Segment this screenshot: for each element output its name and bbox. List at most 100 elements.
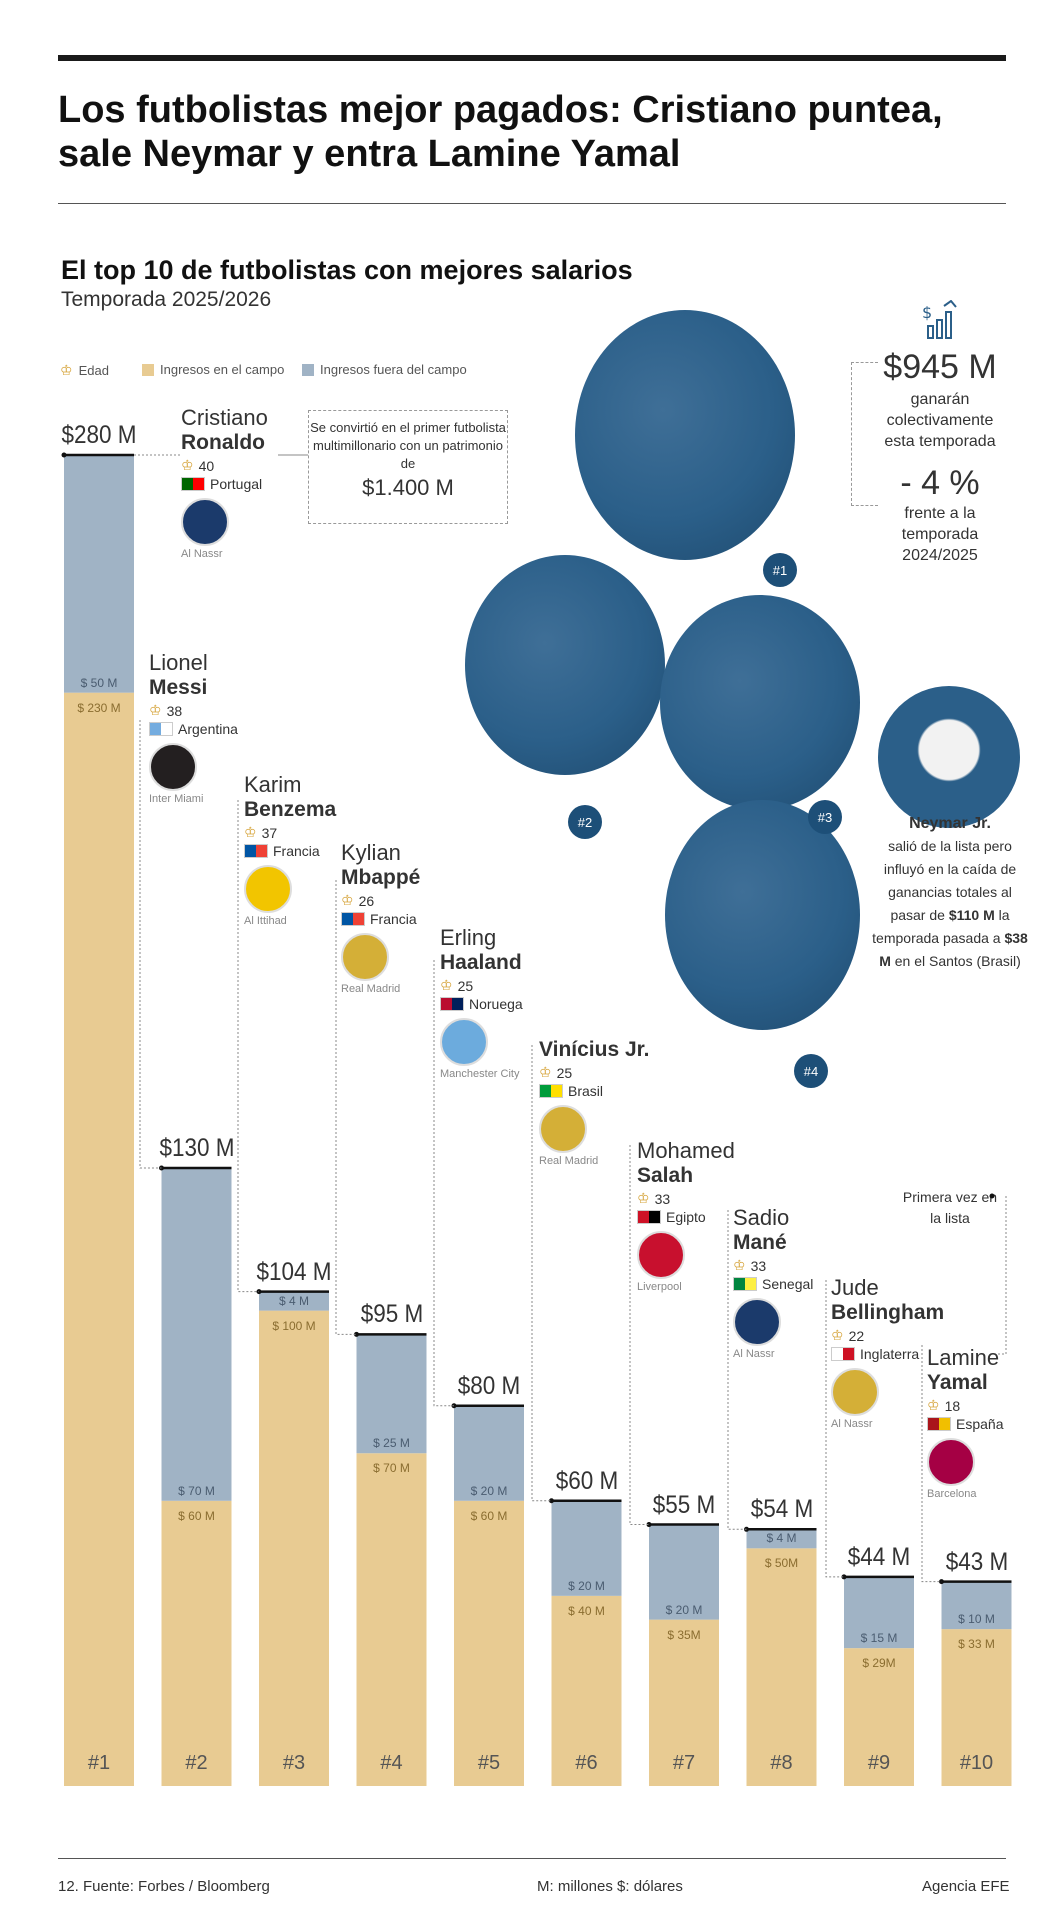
- player-card-7: Mohamed Salah ♔ 33 Egipto Liverpool: [637, 1138, 735, 1293]
- legend-age: ♔ Edad: [60, 362, 109, 378]
- neymar-name: Neymar Jr.: [909, 815, 991, 832]
- bar-on-label-7: $ 35M: [667, 1627, 701, 1642]
- bar-rank-label-1: #1: [87, 1752, 111, 1774]
- bar-on-field-9: [844, 1648, 914, 1786]
- bar-rank-label-5: #5: [477, 1752, 501, 1774]
- bar-off-label-2: $ 70 M: [178, 1483, 215, 1498]
- player-club-name: Real Madrid: [539, 1155, 599, 1167]
- flag-icon: [440, 997, 464, 1011]
- bar-off-label-5: $ 20 M: [470, 1483, 508, 1498]
- crown-icon: ♔: [60, 362, 73, 378]
- legend-swatch-gold: [142, 363, 154, 376]
- bar-rank-label-2: #2: [185, 1752, 208, 1774]
- bar-total-label-1: $280 M: [61, 421, 137, 449]
- player-last-name: Salah: [637, 1164, 694, 1187]
- bar-on-field-2: [161, 1500, 232, 1786]
- bar-off-field-1: [64, 455, 134, 693]
- player-country: Noruega: [440, 996, 523, 1012]
- player-first-name: Jude: [831, 1275, 879, 1300]
- title-divider: [58, 203, 1006, 204]
- bar-off-label-3: $ 4 M: [278, 1293, 310, 1308]
- portrait-tag-3: #3: [808, 800, 842, 834]
- bar-off-field-10: [941, 1581, 1012, 1630]
- bar-off-field-6: [551, 1500, 622, 1596]
- crown-icon: ♔: [244, 824, 257, 840]
- player-card-10: Lamine Yamal ♔ 18 España Barcelona: [927, 1345, 1003, 1500]
- player-age: ♔ 38: [149, 702, 238, 719]
- footer-agency: Agencia EFE: [922, 1878, 1010, 1895]
- crown-icon: ♔: [831, 1327, 844, 1343]
- manchester-city-crest-icon: [440, 1018, 488, 1066]
- player-club-name: Manchester City: [440, 1068, 520, 1080]
- bar-off-field-4: [356, 1334, 427, 1454]
- player-age: ♔ 26: [341, 892, 420, 909]
- crown-icon: ♔: [927, 1397, 940, 1413]
- bar-total-label-3: $104 M: [256, 1257, 332, 1286]
- player-country: Portugal: [181, 476, 268, 492]
- crown-icon: ♔: [440, 977, 453, 993]
- footer-source: 12. Fuente: Forbes / Bloomberg: [58, 1878, 270, 1895]
- bar-total-label-8: $54 M: [750, 1495, 813, 1524]
- portrait-ronaldo: [575, 310, 795, 560]
- bar-total-label-2: $130 M: [158, 1134, 235, 1163]
- bar-on-field-7: [649, 1619, 719, 1786]
- first-time-leader: [990, 1196, 1007, 1355]
- player-country-name: Inglaterra: [860, 1346, 920, 1362]
- player-last-name: Vinícius Jr.: [539, 1038, 650, 1061]
- player-age-value: 25: [457, 977, 474, 994]
- bar-off-field-9: [844, 1576, 914, 1649]
- portrait-benzema: [660, 595, 860, 810]
- bar-on-field-4: [356, 1453, 427, 1786]
- bar-on-field-6: [551, 1595, 622, 1786]
- player-age-value: 18: [944, 1397, 961, 1414]
- portrait-neymar: [878, 686, 1020, 828]
- crown-icon: ♔: [733, 1257, 746, 1273]
- flag-icon: [733, 1277, 757, 1291]
- bar-total-label-9: $44 M: [847, 1542, 911, 1571]
- bar-off-field-2: [161, 1168, 232, 1501]
- money-growth-icon: $: [920, 299, 960, 340]
- crown-icon: ♔: [341, 892, 354, 908]
- player-club-name: Al Ittihad: [244, 915, 287, 927]
- player-last-name: Mané: [733, 1231, 787, 1254]
- first-time-note: Primera vez en la lista: [902, 1189, 998, 1226]
- crown-icon: ♔: [637, 1190, 650, 1206]
- bar-top-dot-9: [841, 1574, 847, 1580]
- bar-rank-label-7: #7: [672, 1752, 696, 1774]
- flag-icon: [181, 477, 205, 491]
- player-country: Inglaterra: [831, 1346, 944, 1362]
- crown-icon: ♔: [181, 457, 194, 473]
- bar-off-label-10: $ 10 M: [958, 1612, 995, 1627]
- player-country: Brasil: [539, 1083, 650, 1099]
- bar-total-label-10: $43 M: [945, 1547, 1008, 1576]
- player-last-name: Haaland: [440, 951, 522, 974]
- player-country: Egipto: [637, 1209, 735, 1225]
- player-age: ♔ 33: [637, 1190, 735, 1207]
- collective-change: - 4 %: [900, 464, 980, 502]
- player-country-name: España: [956, 1416, 1004, 1432]
- player-card-8: Sadio Mané ♔ 33 Senegal Al Nassr: [733, 1205, 813, 1360]
- bar-off-label-4: $ 25 M: [373, 1436, 410, 1451]
- portrait-mbappe: [665, 800, 860, 1030]
- bar-on-label-10: $ 33 M: [958, 1637, 995, 1652]
- ronaldo-note-box: Se convirtió en el primer futbolista mul…: [308, 410, 508, 524]
- bar-on-label-1: $ 230 M: [77, 700, 121, 715]
- footer-rule: [58, 1858, 1006, 1859]
- flag-icon: [539, 1084, 563, 1098]
- bar-total-label-4: $95 M: [360, 1300, 423, 1329]
- legend-off-field: Ingresos fuera del campo: [302, 362, 467, 377]
- bar-on-label-5: $ 60 M: [470, 1508, 508, 1523]
- legend-swatch-blue: [302, 363, 314, 376]
- bar-on-label-4: $ 70 M: [373, 1461, 410, 1476]
- chart-subtitle: El top 10 de futbolistas con mejores sal…: [61, 255, 633, 285]
- player-country-name: Noruega: [469, 996, 523, 1012]
- bar-on-field-8: [746, 1548, 817, 1786]
- player-card-9: Jude Bellingham ♔ 22 Inglaterra Al Nassr: [831, 1275, 944, 1430]
- player-first-name: Mohamed: [637, 1138, 735, 1163]
- bar-on-label-9: $ 29M: [862, 1656, 896, 1671]
- player-first-name: Lamine: [927, 1345, 1000, 1370]
- barcelona-crest-icon: [927, 1438, 975, 1486]
- player-age-value: 33: [750, 1257, 767, 1274]
- portrait-tag-1: #1: [763, 553, 797, 587]
